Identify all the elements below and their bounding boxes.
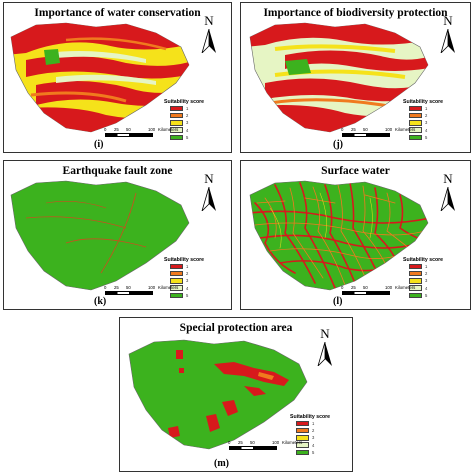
legend-item: 5	[170, 134, 204, 141]
legend: Suitability score 1 2 3 4 5	[403, 99, 443, 141]
panel-title: Surface water	[321, 165, 390, 177]
legend-item: 4	[296, 442, 330, 449]
earthquake-fault-map	[10, 180, 190, 291]
legend-title: Suitability score	[290, 414, 331, 420]
legend-item: 2	[409, 112, 443, 119]
legend-item: 3	[409, 277, 443, 284]
biodiversity-protection-map	[249, 22, 429, 133]
legend-item: 1	[409, 105, 443, 112]
legend-title: Suitability score	[403, 99, 444, 105]
north-label: N	[443, 13, 453, 28]
legend-item: 1	[170, 263, 204, 270]
legend-item: 4	[409, 127, 443, 134]
legend-item: 2	[170, 270, 204, 277]
legend: Suitability score 1 2 3 4 5	[164, 99, 204, 141]
panel-title: Special protection area	[179, 322, 293, 334]
legend-item: 2	[170, 112, 204, 119]
legend-title: Suitability score	[403, 257, 444, 263]
north-arrow: N	[200, 13, 218, 53]
map-panel-biodiversity-protection: Importance of biodiversity protection N …	[240, 2, 471, 153]
north-label: N	[443, 171, 453, 186]
special-protection-map	[128, 339, 308, 450]
region-shape	[128, 339, 308, 450]
north-arrow: N	[439, 13, 457, 53]
north-label: N	[204, 171, 214, 186]
legend-item: 5	[170, 292, 204, 299]
legend-item: 2	[409, 270, 443, 277]
legend: Suitability score 1 2 3 4 5	[164, 257, 204, 299]
legend-item: 4	[409, 285, 443, 292]
map-panel-water-conservation: Importance of water conservation N Suita…	[3, 2, 232, 153]
panel-label: (i)	[94, 139, 104, 150]
legend-item: 3	[170, 119, 204, 126]
legend-item: 3	[409, 119, 443, 126]
north-arrow: N	[200, 171, 218, 211]
legend: Suitability score 1 2 3 4 5	[403, 257, 443, 299]
north-label: N	[320, 326, 330, 341]
legend-title: Suitability score	[164, 257, 205, 263]
panel-label: (j)	[333, 139, 343, 150]
panel-label: (m)	[214, 458, 229, 469]
region-shape	[10, 180, 190, 291]
north-label: N	[204, 13, 214, 28]
map-panel-special-protection-area: Special protection area N Suitability sc…	[119, 317, 353, 472]
legend-item: 3	[296, 434, 330, 441]
legend-item: 1	[409, 263, 443, 270]
legend-item: 3	[170, 277, 204, 284]
map-panel-earthquake-fault-zone: Earthquake fault zone N Suitability scor…	[3, 160, 232, 310]
legend-item: 5	[409, 134, 443, 141]
panel-title: Earthquake fault zone	[62, 165, 173, 177]
region-shape	[249, 180, 429, 291]
legend-item: 1	[170, 105, 204, 112]
legend-item: 1	[296, 420, 330, 427]
legend-item: 5	[296, 449, 330, 456]
panel-label: (l)	[333, 296, 343, 307]
north-arrow: N	[439, 171, 457, 211]
panel-label: (k)	[94, 296, 107, 307]
panel-title: Importance of water conservation	[34, 7, 201, 19]
legend-item: 2	[296, 427, 330, 434]
surface-water-map	[249, 180, 429, 291]
legend-item: 4	[170, 127, 204, 134]
north-arrow: N	[316, 326, 334, 366]
water-conservation-map	[10, 22, 190, 133]
map-panel-surface-water: Surface water	[240, 160, 471, 310]
panel-title: Importance of biodiversity protection	[263, 7, 448, 19]
legend-title: Suitability score	[164, 99, 205, 105]
legend-item: 4	[170, 285, 204, 292]
legend: Suitability score 1 2 3 4 5	[290, 414, 330, 456]
legend-item: 5	[409, 292, 443, 299]
